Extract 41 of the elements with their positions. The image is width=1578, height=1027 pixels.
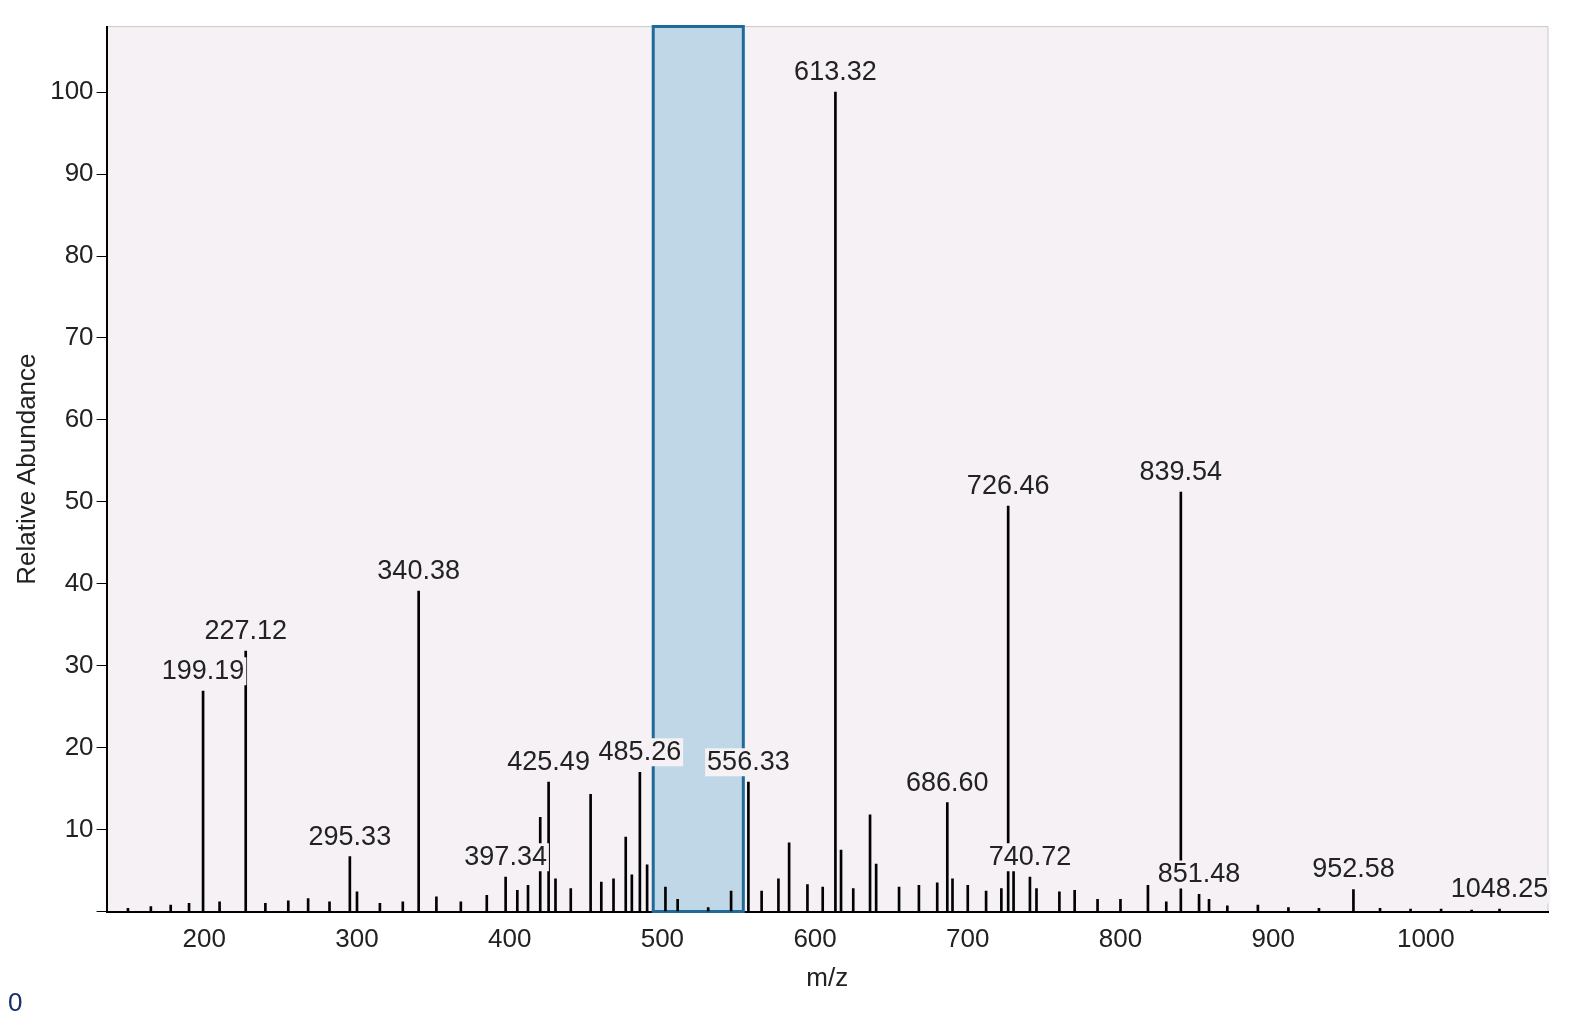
annotation: 485.26 [598, 736, 682, 767]
bar [706, 907, 710, 912]
x-axis-title: m/z [806, 961, 849, 992]
annotation: 425.49 [507, 746, 590, 777]
bar [676, 898, 679, 912]
annotation: 839.54 [1139, 456, 1223, 486]
x-tick-label: 500 [640, 923, 685, 954]
y-tick-label: 100 [50, 75, 94, 106]
x-tick-label: 300 [335, 923, 379, 954]
y-tick-label: 70 [64, 321, 94, 352]
annotation: 340.38 [377, 555, 460, 586]
annotation: 726.46 [966, 469, 1050, 500]
annotation: 952.58 [1312, 853, 1395, 884]
x-tick-label: 800 [1098, 923, 1143, 954]
y-tick-label: 80 [64, 239, 94, 270]
y-tick-label: 10 [64, 812, 94, 843]
annotation: 613.32 [794, 56, 877, 87]
x-tick-label: 1000 [1396, 923, 1455, 954]
y-tick-label: 50 [64, 485, 94, 516]
y-tick-label: 60 [64, 403, 94, 434]
annotation: 227.12 [204, 614, 288, 645]
x-tick-label: 700 [946, 923, 990, 954]
y-axis-title: Relative Abundance [10, 353, 41, 585]
x-tick-label: 200 [182, 923, 226, 954]
x-tick-label: 600 [793, 923, 837, 954]
y-tick-label: 40 [64, 566, 94, 597]
annotation: 1048.25 [1450, 873, 1549, 904]
y-tick-label: 90 [64, 157, 94, 188]
y-tick-label: 20 [64, 730, 94, 761]
text: 0 [8, 987, 23, 1018]
annotation: 556.33 [707, 746, 790, 777]
y-tick-label: 30 [64, 648, 94, 679]
annotation: 295.33 [308, 820, 392, 851]
annotation: 199.19 [161, 655, 245, 686]
annotation: 686.60 [906, 766, 989, 797]
x-tick-label: 900 [1251, 923, 1295, 954]
bar [664, 886, 667, 912]
x-tick-label: 400 [487, 923, 532, 954]
annotation: 851.48 [1157, 858, 1241, 889]
annotation: 397.34 [464, 841, 547, 872]
annotation: 740.72 [988, 841, 1072, 872]
